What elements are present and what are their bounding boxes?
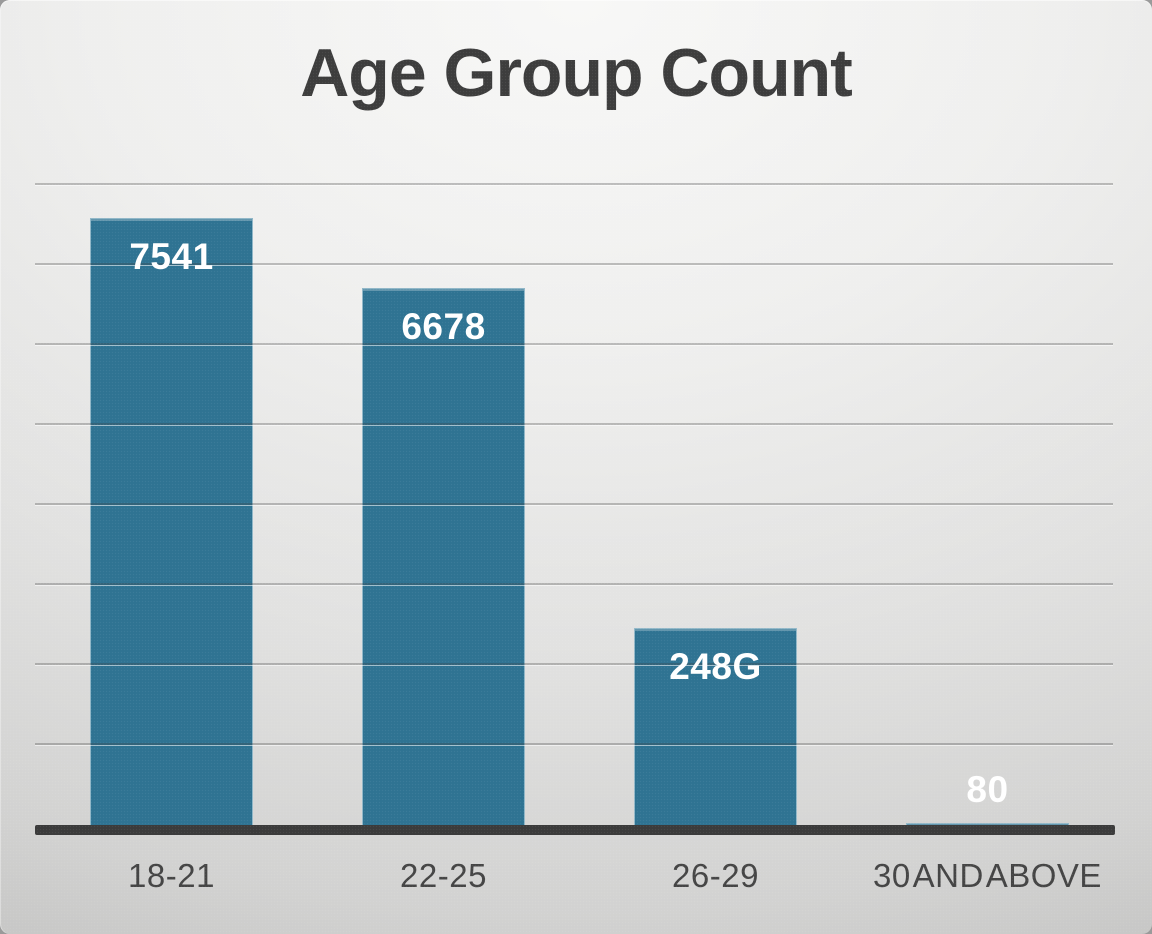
bar-value-label: 6678 bbox=[401, 305, 486, 347]
gridline bbox=[35, 503, 1113, 506]
bar-22-25 bbox=[362, 287, 525, 832]
x-tick-label: 18-21 bbox=[128, 857, 215, 894]
x-tick-label: 30 AND ABOVE bbox=[873, 857, 1102, 894]
bar-value-label: 7541 bbox=[129, 236, 214, 277]
x-axis-line bbox=[35, 825, 1115, 835]
gridline bbox=[35, 583, 1113, 586]
x-tick-label: 22-25 bbox=[400, 857, 487, 894]
gridline bbox=[35, 343, 1113, 346]
gridline bbox=[35, 423, 1113, 426]
gridline bbox=[35, 263, 1113, 266]
gridline bbox=[35, 743, 1113, 746]
chart-title: Age Group Count bbox=[300, 35, 853, 111]
bar-value-label: 80 bbox=[966, 768, 1009, 810]
bar-18-21 bbox=[90, 218, 253, 832]
gridline bbox=[35, 663, 1113, 666]
x-tick-label: 26-29 bbox=[672, 857, 759, 894]
gridline bbox=[35, 183, 1113, 186]
bar-value-label: 248G bbox=[669, 645, 762, 687]
